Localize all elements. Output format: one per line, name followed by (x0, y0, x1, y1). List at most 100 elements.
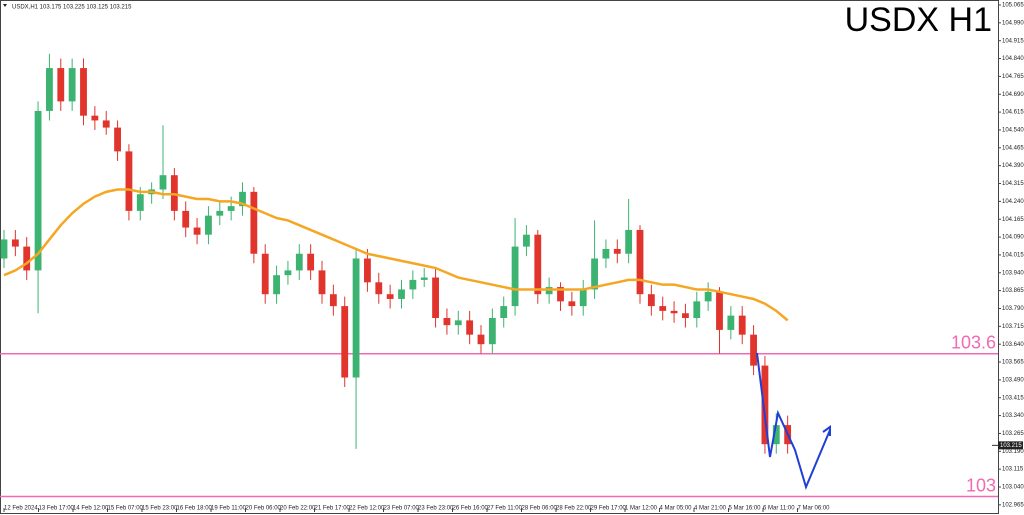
candle-body (182, 210, 190, 228)
x-tick-label: 28 Feb 22:00 (556, 506, 592, 512)
candle-body (420, 277, 428, 280)
x-tick-label: 21 Feb 17:00 (315, 506, 351, 512)
y-tick-label: 105.065 (1002, 3, 1024, 9)
y-tick-label: 103.490 (1002, 377, 1024, 383)
plot-frame (0, 0, 999, 514)
y-tick-label: 103.340 (1002, 413, 1024, 419)
candle-body (727, 315, 735, 330)
candle-body (659, 306, 667, 311)
candle-body (114, 127, 121, 152)
y-tick-label: 104.915 (1002, 38, 1024, 44)
candle-body (625, 229, 633, 254)
y-tick-label: 103.565 (1002, 360, 1024, 366)
x-tick-label: 12 Feb 2024 (4, 506, 38, 512)
candle-body (68, 68, 76, 102)
y-tick-label: 103.415 (1002, 395, 1024, 401)
candle-body (250, 191, 258, 254)
candle-body (239, 191, 246, 207)
candle-body (511, 246, 519, 307)
y-tick-label: 103.790 (1002, 306, 1024, 312)
y-tick-label: 104.015 (1002, 253, 1024, 259)
candle-body (613, 248, 621, 254)
candle-body (159, 175, 167, 190)
y-tick-label: 104.165 (1002, 217, 1024, 223)
x-tick-label: 14 Feb 12:00 (73, 506, 109, 512)
y-tick-label: 104.615 (1002, 110, 1024, 116)
projection-arrow (756, 352, 831, 490)
x-tick-label: 19 Feb 11:00 (211, 506, 247, 512)
candle-body (273, 275, 280, 295)
x-tick-label: 23 Feb 23:00 (418, 506, 454, 512)
candle-body (80, 68, 87, 116)
x-tick-label: 20 Feb 22:00 (280, 506, 316, 512)
y-tick-label: 103.715 (1002, 324, 1024, 330)
candle-body (636, 229, 644, 295)
candle-body (693, 301, 701, 319)
candle-body (216, 210, 224, 216)
x-tick-label: 6 Mar 11:00 (763, 506, 795, 512)
candle-body (341, 306, 349, 378)
y-tick-label: 103.940 (1002, 270, 1024, 276)
last-price-label: 103.215 (1000, 443, 1022, 449)
moving-average (3, 188, 789, 322)
candle-body (523, 234, 530, 247)
x-tick-label: 20 Feb 06:00 (246, 506, 282, 512)
candle-body (682, 313, 689, 319)
candle-body (409, 279, 417, 290)
x-tick-label: 26 Feb 16:00 (453, 506, 489, 512)
x-tick-label: 15 Feb 07:00 (108, 506, 144, 512)
x-tick-label: 23 Feb 07:00 (384, 506, 420, 512)
candle-body (284, 270, 292, 276)
x-tick-label: 28 Feb 06:00 (522, 506, 558, 512)
candle-body (477, 334, 485, 345)
candle-body (386, 294, 394, 299)
y-tick-label: 104.390 (1002, 163, 1024, 169)
candle-body (205, 215, 212, 235)
y-tick-label: 103.640 (1002, 342, 1024, 348)
y-tick-label: 104.315 (1002, 181, 1024, 187)
candle-body (647, 294, 655, 307)
x-tick-label: 29 Feb 17:00 (591, 506, 627, 512)
y-tick-label: 104.840 (1002, 56, 1024, 62)
candle-body (11, 239, 19, 247)
candle-body (329, 294, 337, 307)
last-price-box (998, 441, 1023, 450)
candle-body (318, 270, 326, 295)
candle-body (375, 282, 383, 295)
candle-body (761, 365, 769, 445)
x-tick-label: 5 Mar 16:00 (729, 506, 762, 512)
x-tick-label: 7 Mar 06:00 (798, 506, 831, 512)
candle-body (46, 68, 53, 111)
y-tick-label: 104.990 (1002, 20, 1024, 26)
candle-body (91, 115, 99, 121)
x-tick-label: 4 Mar 05:00 (660, 506, 693, 512)
candle-body (568, 301, 576, 307)
candle-body (738, 315, 746, 335)
candle-body (534, 234, 542, 295)
candle-body (307, 253, 315, 271)
candle-body (579, 289, 587, 307)
candle-body (557, 287, 564, 302)
candle-body (602, 248, 610, 259)
y-tick-label: 102.965 (1002, 502, 1024, 508)
header-icon (3, 4, 7, 7)
candle-body (34, 110, 42, 271)
y-tick-label: 103.115 (1002, 467, 1024, 473)
candle-body (398, 289, 405, 299)
candle-body (295, 253, 303, 271)
candle-body (364, 258, 371, 283)
candle-body (500, 306, 508, 319)
candle-body (23, 246, 31, 271)
y-tick-label: 103.865 (1002, 288, 1024, 294)
candle-body (227, 206, 235, 211)
x-tick-label: 16 Feb 18:00 (177, 506, 213, 512)
candle-body (488, 318, 496, 345)
candle-body (432, 277, 439, 319)
x-tick-label: 15 Feb 23:00 (142, 506, 178, 512)
x-tick-label: 13 Feb 17:00 (39, 506, 75, 512)
y-tick-label: 103.040 (1002, 485, 1024, 491)
candle-body (136, 194, 144, 211)
y-tick-label: 104.690 (1002, 92, 1024, 98)
candle-body (750, 334, 757, 366)
